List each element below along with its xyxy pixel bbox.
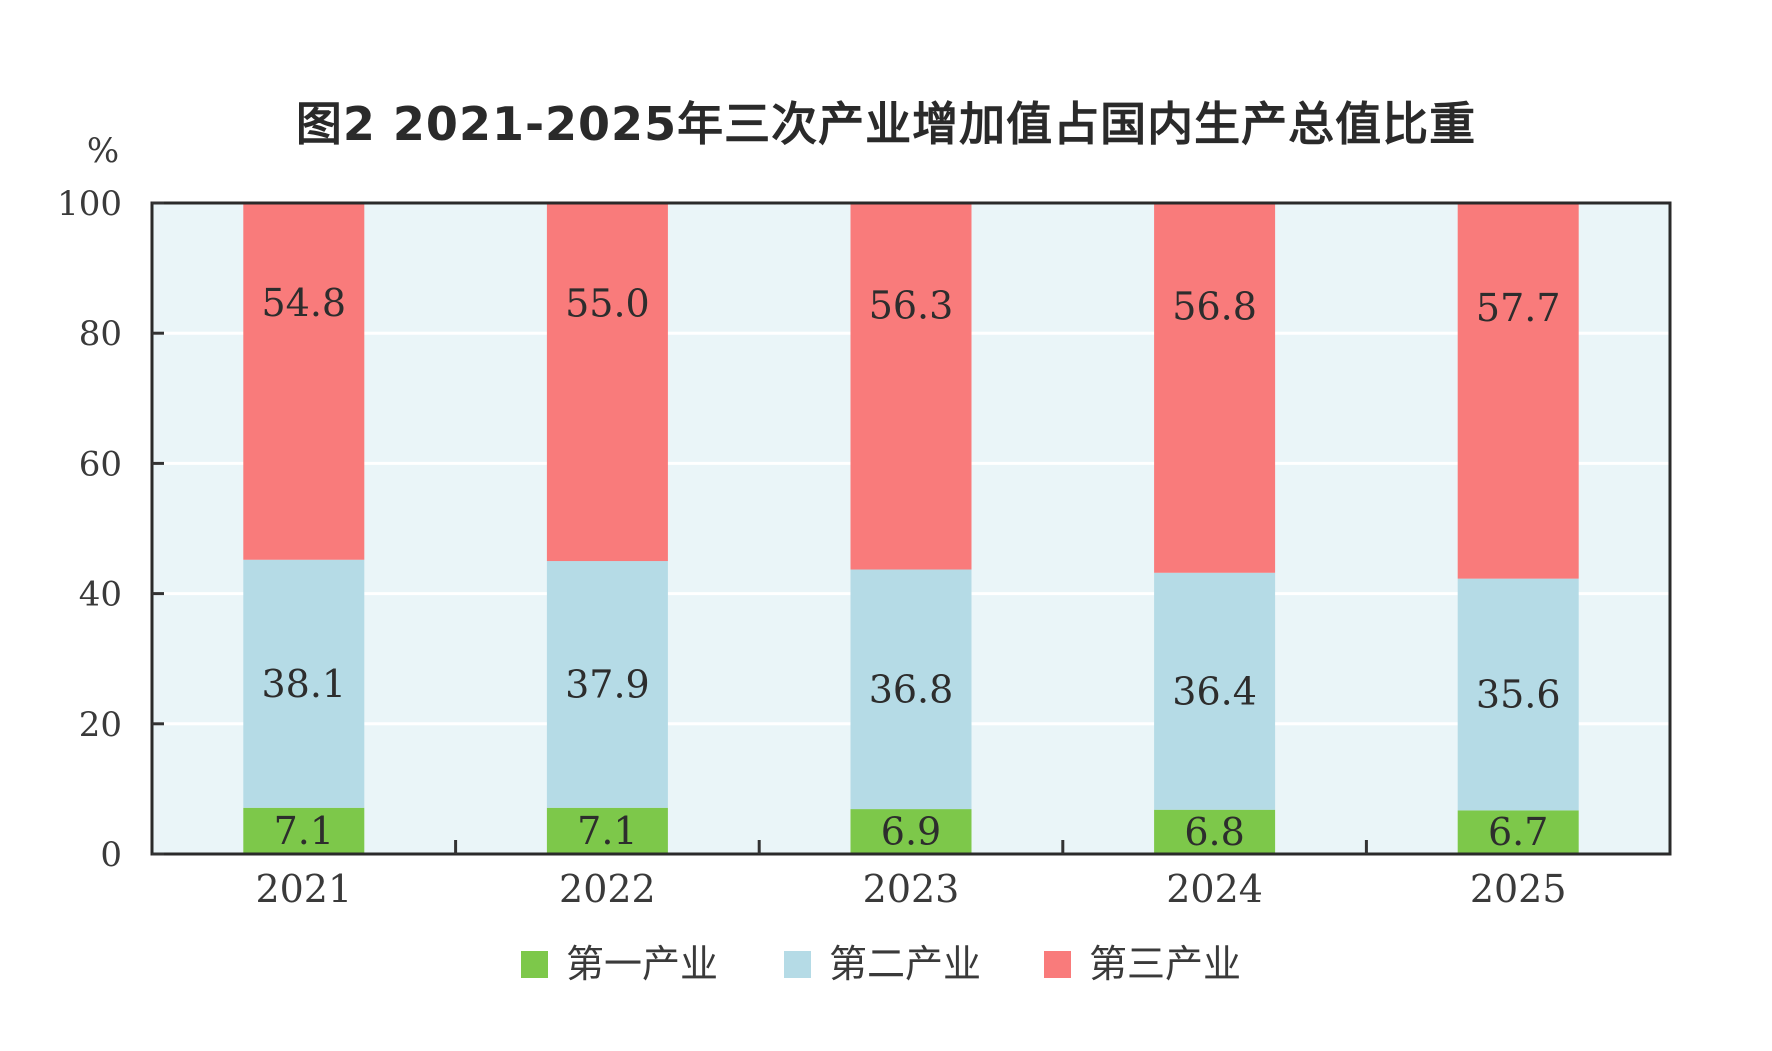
chart-title: 图2 2021-2025年三次产业增加值占国内生产总值比重: [295, 97, 1477, 151]
data-label: 35.6: [1476, 673, 1561, 717]
data-label: 57.7: [1476, 286, 1561, 330]
bar-segment: [546, 561, 668, 808]
data-label: 55.0: [565, 281, 650, 325]
data-label: 36.8: [869, 667, 954, 711]
bar-segment: [1154, 203, 1276, 573]
legend-label: 第一产业: [566, 942, 718, 986]
y-tick-label: 60: [79, 444, 122, 484]
bars: [243, 203, 1579, 854]
data-label: 6.9: [881, 810, 941, 854]
x-tick-label: 2025: [1470, 867, 1567, 911]
data-labels: 7.1 38.1 54.8 7.1 37.9 55.0 6.9 36.8 56.3 6.8 36.4…: [261, 281, 1560, 854]
legend: 第一产业 第二产业 第三产业: [521, 942, 1241, 986]
bar-segment: [1154, 809, 1276, 854]
y-tick-label: 20: [79, 705, 122, 745]
bar-segment: [1457, 578, 1579, 811]
bar-segment: [243, 559, 365, 808]
data-label: 38.1: [261, 662, 346, 706]
legend-label: 第二产业: [829, 942, 981, 986]
data-label: 36.4: [1172, 669, 1257, 713]
bar-segment: [243, 807, 365, 854]
plot-frame: [150, 201, 1672, 856]
legend-label: 第三产业: [1089, 942, 1241, 986]
data-label: 6.8: [1184, 810, 1244, 854]
y-tick-label: 0: [100, 835, 122, 875]
bar-segment: [1457, 203, 1579, 579]
legend-swatch: [784, 951, 811, 978]
data-label: 54.8: [261, 281, 346, 325]
bar-segment: [1154, 572, 1276, 810]
bar-segment: [850, 203, 972, 570]
data-label: 56.8: [1172, 285, 1257, 329]
data-label: 56.3: [869, 284, 954, 328]
bar-segment: [243, 203, 365, 560]
bar-segment: [1457, 810, 1579, 854]
x-tick-label: 2024: [1166, 867, 1263, 911]
legend-swatch: [521, 951, 548, 978]
bar-segment: [546, 203, 668, 562]
x-tick-label: 2021: [255, 867, 352, 911]
x-tick-label: 2022: [559, 867, 656, 911]
bar-segment: [850, 569, 972, 810]
y-axis-unit: %: [87, 131, 119, 171]
y-tick-label: 80: [79, 314, 122, 354]
x-tick-label: 2023: [863, 867, 960, 911]
data-label: 7.1: [577, 809, 637, 853]
legend-swatch: [1044, 951, 1071, 978]
bar-segment: [850, 809, 972, 854]
data-label: 7.1: [274, 809, 334, 853]
data-label: 6.7: [1488, 810, 1548, 854]
data-label: 37.9: [565, 662, 650, 706]
bar-segment: [546, 807, 668, 854]
y-tick-label: 100: [57, 184, 122, 224]
axes: 0 20 40 60 80 100 2021 2022 2023 2024 2025: [57, 184, 1566, 911]
y-tick-label: 40: [79, 575, 122, 615]
